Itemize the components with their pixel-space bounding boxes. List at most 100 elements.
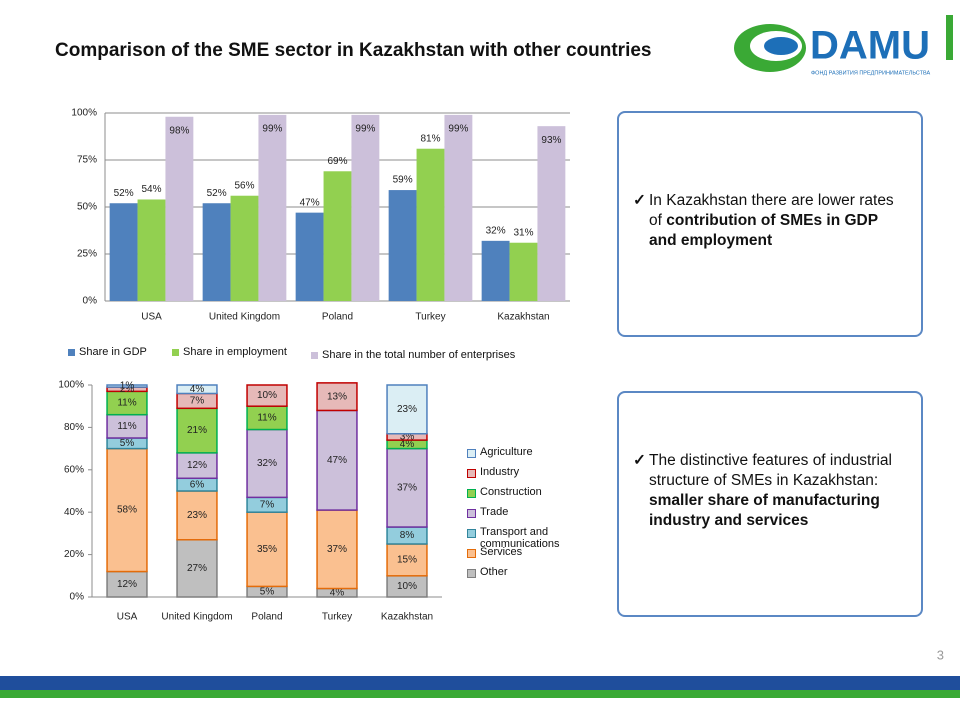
- bar: [165, 116, 194, 301]
- legend-item: Industry: [467, 466, 577, 478]
- legend-swatch: [172, 349, 179, 356]
- legend-swatch: [467, 509, 476, 518]
- bar-segment: [176, 407, 218, 454]
- data-label: 32%: [486, 225, 506, 236]
- bar: [323, 171, 352, 301]
- data-label: 54%: [141, 184, 161, 195]
- legend-item: Agriculture: [467, 446, 577, 458]
- bar: [509, 242, 538, 301]
- data-label: 37%: [397, 482, 417, 493]
- bar-segment: [316, 409, 358, 511]
- data-label: 11%: [117, 398, 136, 409]
- data-label: 13%: [327, 391, 347, 402]
- data-label: 2%: [120, 384, 135, 395]
- data-label: 37%: [327, 544, 347, 555]
- bar-segment: [386, 384, 428, 435]
- y-tick-label: 80%: [64, 422, 84, 433]
- y-tick-label: 100%: [71, 108, 97, 119]
- footer-band: [0, 676, 960, 690]
- data-label: 12%: [117, 579, 137, 590]
- y-tick-label: 0%: [70, 592, 85, 603]
- data-label: 93%: [541, 135, 561, 146]
- x-tick-label: United Kingdom: [161, 612, 232, 623]
- data-label: 1%: [120, 381, 135, 392]
- bar-segment: [246, 384, 288, 407]
- data-label: 99%: [355, 124, 375, 135]
- data-label: 11%: [117, 421, 136, 432]
- data-label: 35%: [257, 544, 277, 555]
- data-label: 6%: [190, 479, 205, 490]
- y-tick-label: 40%: [64, 507, 84, 518]
- bar-segment: [246, 511, 288, 588]
- data-label: 7%: [260, 499, 275, 510]
- legend-item: Construction: [467, 486, 577, 498]
- legend-swatch: [467, 549, 476, 558]
- legend-label: Other: [480, 566, 508, 578]
- y-tick-label: 20%: [64, 549, 84, 560]
- legend-item: Other: [467, 566, 577, 578]
- y-tick-label: 0%: [83, 296, 98, 307]
- legend-item: Share in GDP: [68, 346, 178, 358]
- x-tick-label: USA: [141, 312, 162, 323]
- data-label: 69%: [327, 156, 347, 167]
- data-label: 56%: [234, 180, 254, 191]
- legend-swatch: [68, 349, 75, 356]
- x-tick-label: Kazakhstan: [381, 612, 433, 623]
- bar: [416, 148, 445, 301]
- bar-segment: [106, 570, 148, 598]
- bar-segment: [386, 543, 428, 577]
- legend-swatch: [467, 489, 476, 498]
- bar: [202, 203, 231, 301]
- data-label: 81%: [420, 133, 440, 144]
- x-tick-label: USA: [117, 612, 138, 623]
- data-label: 99%: [448, 124, 468, 135]
- data-label: 23%: [397, 404, 417, 415]
- data-label: 52%: [114, 188, 134, 199]
- x-tick-label: United Kingdom: [209, 312, 280, 323]
- legend-item: Share in employment: [172, 346, 312, 358]
- data-label: 7%: [190, 396, 205, 407]
- x-tick-label: Turkey: [322, 612, 352, 623]
- data-label: 5%: [120, 438, 135, 449]
- logo-text: DAMU: [810, 24, 930, 68]
- data-label: 23%: [187, 510, 207, 521]
- legend-item: Services: [467, 546, 577, 558]
- data-label: 8%: [400, 530, 415, 541]
- bar: [109, 203, 138, 301]
- legend-label: Construction: [480, 486, 542, 498]
- legend-label: Industry: [480, 466, 520, 478]
- footer-band: [0, 690, 960, 698]
- data-label: 4%: [190, 384, 205, 395]
- data-label: 4%: [330, 587, 345, 598]
- data-label: 47%: [327, 455, 347, 466]
- bar-segment: [106, 447, 148, 573]
- data-label: 15%: [397, 555, 417, 566]
- legend-swatch: [467, 449, 476, 458]
- data-label: 47%: [300, 197, 320, 208]
- legend-swatch: [311, 352, 318, 359]
- bar-segment: [176, 490, 218, 541]
- legend-item: Transport and communications: [467, 526, 577, 550]
- legend-label: Share in the total number of enterprises: [322, 349, 516, 361]
- x-tick-label: Poland: [251, 612, 282, 623]
- legend-swatch: [467, 569, 476, 578]
- note: In Kazakhstan there are lower rates of c…: [633, 191, 903, 251]
- note-text: smaller share of manufacturing industry …: [649, 492, 880, 529]
- legend-label: Agriculture: [480, 446, 533, 458]
- legend-item: Share in the total number of enterprises: [311, 349, 571, 361]
- bar: [537, 126, 566, 301]
- bar: [258, 114, 287, 301]
- bar-segment: [106, 384, 148, 388]
- note-text: In Kazakhstan there are lower rates of: [649, 192, 894, 229]
- data-label: 58%: [117, 505, 137, 516]
- x-tick-label: Kazakhstan: [497, 312, 549, 323]
- bar: [444, 114, 473, 301]
- data-label: 31%: [513, 227, 533, 238]
- y-tick-label: 60%: [64, 464, 84, 475]
- data-label: 99%: [262, 124, 282, 135]
- y-tick-label: 100%: [58, 380, 84, 391]
- data-label: 59%: [393, 175, 413, 186]
- bar: [388, 190, 417, 301]
